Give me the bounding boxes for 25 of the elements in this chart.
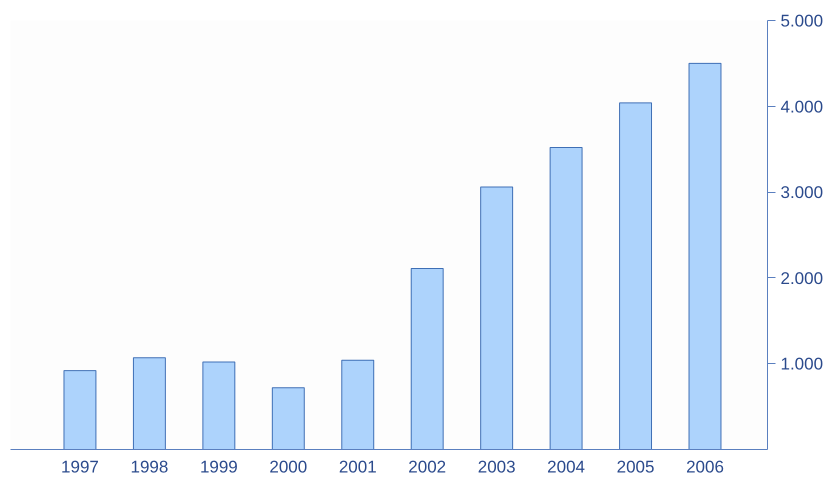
y-tick-label: 2.000 <box>780 268 824 288</box>
x-tick-label: 1999 <box>200 458 238 476</box>
y-tick-label: 4.000 <box>780 97 824 116</box>
x-tick-label: 2005 <box>616 458 654 476</box>
bar <box>272 387 305 450</box>
x-tick-label: 2000 <box>269 458 308 476</box>
bar <box>619 102 652 450</box>
y-tick-label: 1.000 <box>780 354 824 374</box>
x-tick-label: 2003 <box>478 458 516 476</box>
bar <box>341 360 374 450</box>
x-tick-label: 2002 <box>408 458 446 476</box>
x-tick-label: 2006 <box>686 458 724 476</box>
x-tick-label: 2001 <box>338 458 377 476</box>
bar <box>132 357 166 450</box>
bar <box>688 62 722 450</box>
bar <box>480 186 514 450</box>
x-tick-label: 1998 <box>130 458 168 476</box>
bar <box>202 361 236 450</box>
x-tick-label: 1997 <box>61 458 99 476</box>
bar <box>63 370 96 450</box>
y-tick-label: 3.000 <box>780 183 824 202</box>
y-tick-label: 5.000 <box>780 12 824 30</box>
bar <box>410 268 444 450</box>
bar <box>550 146 583 450</box>
x-tick-label: 2004 <box>547 458 586 476</box>
